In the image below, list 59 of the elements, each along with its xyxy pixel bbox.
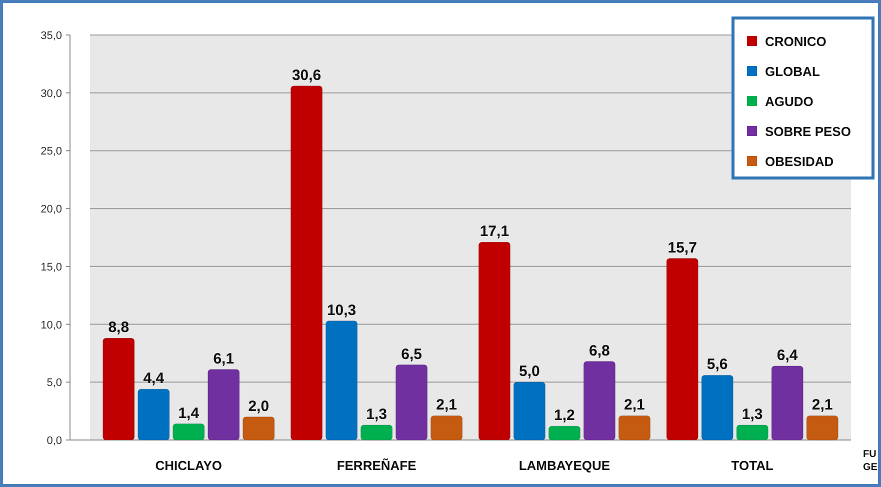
bar: [208, 369, 240, 440]
text: GE: [863, 462, 878, 473]
bar: [242, 416, 275, 440]
data-label: 30,6: [292, 66, 322, 84]
bar: [736, 424, 768, 440]
bar: [771, 366, 804, 440]
legend-label: GLOBAL: [765, 64, 820, 79]
data-label: 15,7: [668, 239, 697, 256]
y-tick-label: 25,0: [40, 146, 62, 158]
y-tick-label: 30,0: [40, 88, 62, 100]
bar: [172, 424, 205, 440]
data-label: 2,0: [248, 398, 270, 415]
data-label: 5,0: [519, 363, 540, 380]
data-label: 4,4: [143, 370, 165, 388]
bar: [666, 258, 698, 440]
data-label: 6,5: [401, 346, 422, 363]
bar: [583, 361, 616, 440]
data-label: 5,6: [706, 356, 728, 374]
x-tick-label: FERREÑAFE: [336, 458, 417, 473]
data-label: 8,8: [108, 319, 130, 336]
bar: [513, 382, 546, 440]
bar: [806, 415, 838, 440]
data-label: 6,1: [213, 350, 234, 368]
bar: [478, 242, 510, 440]
legend-label: OBESIDAD: [765, 154, 834, 169]
y-tick-label: 35,0: [40, 30, 62, 42]
bar: [430, 415, 463, 440]
y-tick-label: 15,0: [40, 261, 62, 274]
y-tick-label: 10,0: [40, 319, 62, 332]
bar: [548, 426, 580, 440]
x-tick-label: CHICLAYO: [155, 458, 222, 473]
data-label: 1,4: [178, 404, 200, 422]
legend-label: CRONICO: [765, 34, 826, 49]
bar: [138, 388, 170, 440]
x-tick-label: TOTAL: [731, 458, 774, 473]
data-label: 17,1: [480, 223, 510, 240]
data-label: 10,3: [326, 302, 356, 319]
text: FU: [863, 449, 876, 460]
bar: [618, 415, 650, 440]
x-tick-label: LAMBAYEQUE: [518, 458, 610, 473]
data-label: 2,1: [436, 396, 457, 414]
legend-label: SOBRE PESO: [765, 124, 851, 139]
data-label: 1,2: [554, 407, 575, 424]
data-label: 1,3: [366, 406, 387, 423]
bar: [701, 374, 734, 440]
y-tick-label: 5,0: [46, 377, 62, 390]
data-label: 2,1: [624, 396, 645, 414]
bar: [396, 364, 428, 440]
data-label: 6,8: [589, 342, 610, 360]
bar: [326, 320, 358, 440]
data-label: 6,4: [776, 346, 798, 364]
y-tick-label: 20,0: [40, 204, 62, 216]
data-label: 2,1: [812, 396, 833, 414]
bar: [290, 86, 323, 440]
legend-label: AGUDO: [765, 94, 814, 109]
y-tick-label: 0,0: [46, 435, 62, 447]
bar: [102, 338, 135, 440]
data-label: 1,3: [742, 406, 763, 423]
bar: [360, 424, 393, 440]
